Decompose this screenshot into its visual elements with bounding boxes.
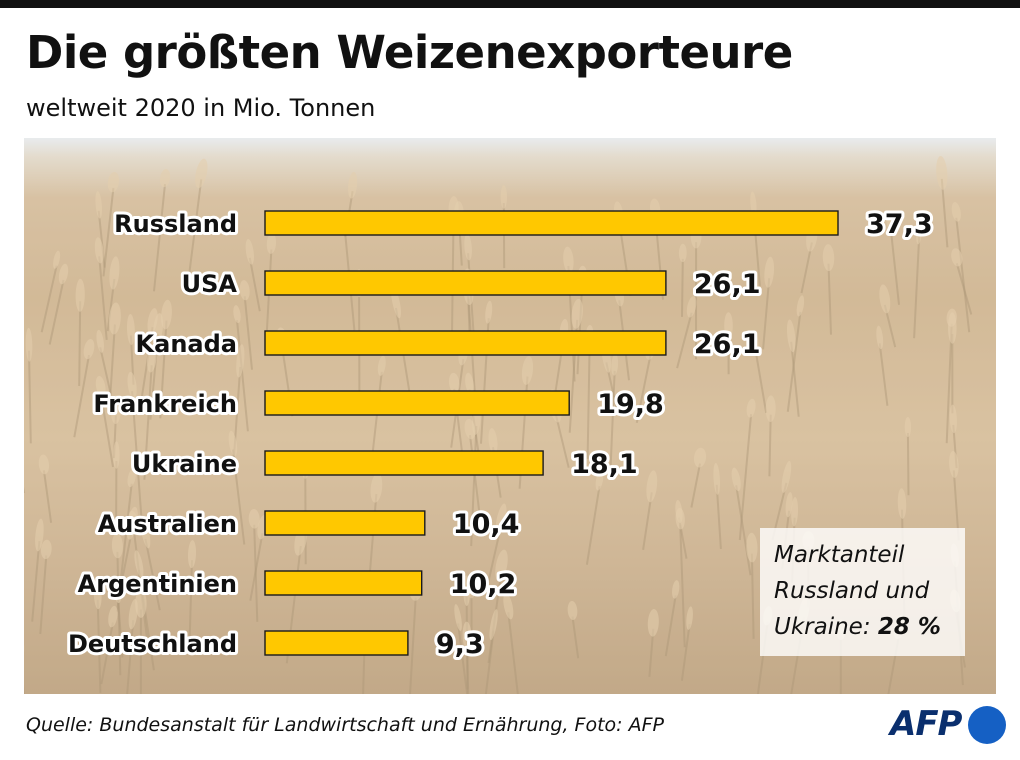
category-label-usa: USA [182,270,238,298]
value-label-ukraine: 18,1 [571,449,638,480]
bar-russland [264,210,839,236]
category-label-kanada: Kanada [136,330,237,358]
category-label-frankreich: Frankreich [93,390,237,418]
top-rule [0,0,1020,8]
bar-ukraine [264,450,544,476]
source-note: Quelle: Bundesanstalt für Landwirtschaft… [26,714,665,736]
value-label-usa: 26,1 [694,269,761,300]
bar-frankreich [264,390,570,416]
afp-logo-text: AFP [890,704,962,744]
value-label-deutschland: 9,3 [436,629,484,660]
note-line-2: Russland und [774,578,930,604]
bar-australien [264,510,426,536]
market-share-note: Marktanteil Russland und Ukraine: 28 % [760,528,965,656]
category-label-australien: Australien [98,510,237,538]
afp-logo-dot-icon [968,706,1006,744]
bar-chart: Russland 37,3 USA 26,1 Kanada 26,1 Frankreich 1… [65,206,936,663]
bar-deutschland [264,630,409,656]
bar-argentinien [264,570,423,596]
category-label-argentinien: Argentinien [78,570,237,598]
bar-usa [264,270,667,296]
value-label-australien: 10,4 [453,509,520,540]
category-label-russland: Russland [114,210,237,238]
note-market-share-value: 28 % [877,614,941,640]
value-label-argentinien: 10,2 [450,569,517,600]
afp-logo: AFP [890,702,1006,748]
chart-subtitle: weltweit 2020 in Mio. Tonnen [26,94,376,122]
category-label-deutschland: Deutschland [68,630,237,658]
note-line-3-prefix: Ukraine: [774,614,878,640]
value-label-kanada: 26,1 [694,329,761,360]
note-line-1: Marktanteil [774,542,905,568]
value-label-frankreich: 19,8 [597,389,664,420]
note-line-3: Ukraine: 28 % [774,609,953,645]
value-label-russland: 37,3 [866,209,933,240]
category-label-ukraine: Ukraine [132,450,237,478]
bar-kanada [264,330,667,356]
chart-title: Die größten Weizenexporteure [26,26,793,79]
